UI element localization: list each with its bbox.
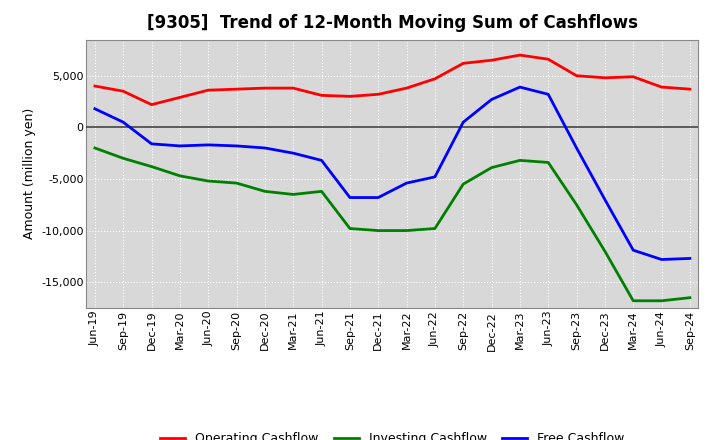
Free Cashflow — [261, 145, 269, 150]
Operating Cashflow — [204, 88, 212, 93]
Operating Cashflow — [374, 92, 382, 97]
Operating Cashflow — [346, 94, 354, 99]
Operating Cashflow — [176, 95, 184, 100]
Free Cashflow — [233, 143, 241, 149]
Operating Cashflow — [91, 84, 99, 89]
Investing Cashflow — [204, 178, 212, 183]
Free Cashflow — [487, 97, 496, 102]
Operating Cashflow — [544, 57, 552, 62]
Operating Cashflow — [261, 85, 269, 91]
Line: Free Cashflow: Free Cashflow — [95, 87, 690, 260]
Investing Cashflow — [346, 226, 354, 231]
Operating Cashflow — [629, 74, 637, 79]
Free Cashflow — [516, 84, 524, 90]
Investing Cashflow — [261, 189, 269, 194]
Free Cashflow — [657, 257, 666, 262]
Investing Cashflow — [233, 180, 241, 186]
Free Cashflow — [544, 92, 552, 97]
Free Cashflow — [289, 150, 297, 156]
Operating Cashflow — [148, 102, 156, 107]
Free Cashflow — [346, 195, 354, 200]
Investing Cashflow — [685, 295, 694, 301]
Line: Investing Cashflow: Investing Cashflow — [95, 148, 690, 301]
Operating Cashflow — [685, 87, 694, 92]
Y-axis label: Amount (million yen): Amount (million yen) — [22, 108, 35, 239]
Investing Cashflow — [431, 226, 439, 231]
Investing Cashflow — [657, 298, 666, 304]
Operating Cashflow — [657, 84, 666, 90]
Free Cashflow — [148, 141, 156, 147]
Free Cashflow — [119, 120, 127, 125]
Free Cashflow — [318, 158, 326, 163]
Investing Cashflow — [289, 192, 297, 197]
Title: [9305]  Trend of 12-Month Moving Sum of Cashflows: [9305] Trend of 12-Month Moving Sum of C… — [147, 15, 638, 33]
Investing Cashflow — [176, 173, 184, 179]
Operating Cashflow — [233, 87, 241, 92]
Free Cashflow — [572, 145, 581, 150]
Operating Cashflow — [459, 61, 467, 66]
Investing Cashflow — [487, 165, 496, 170]
Investing Cashflow — [402, 228, 411, 233]
Investing Cashflow — [629, 298, 637, 304]
Investing Cashflow — [148, 164, 156, 169]
Operating Cashflow — [600, 75, 609, 81]
Investing Cashflow — [600, 249, 609, 254]
Free Cashflow — [629, 248, 637, 253]
Free Cashflow — [600, 197, 609, 202]
Legend: Operating Cashflow, Investing Cashflow, Free Cashflow: Operating Cashflow, Investing Cashflow, … — [156, 427, 629, 440]
Operating Cashflow — [402, 85, 411, 91]
Free Cashflow — [374, 195, 382, 200]
Investing Cashflow — [119, 156, 127, 161]
Free Cashflow — [91, 106, 99, 111]
Investing Cashflow — [318, 189, 326, 194]
Investing Cashflow — [544, 160, 552, 165]
Free Cashflow — [459, 120, 467, 125]
Investing Cashflow — [459, 181, 467, 187]
Operating Cashflow — [119, 88, 127, 94]
Investing Cashflow — [374, 228, 382, 233]
Free Cashflow — [431, 174, 439, 180]
Investing Cashflow — [516, 158, 524, 163]
Investing Cashflow — [572, 202, 581, 207]
Line: Operating Cashflow: Operating Cashflow — [95, 55, 690, 105]
Operating Cashflow — [516, 52, 524, 58]
Free Cashflow — [204, 142, 212, 147]
Free Cashflow — [402, 180, 411, 186]
Operating Cashflow — [572, 73, 581, 78]
Free Cashflow — [685, 256, 694, 261]
Investing Cashflow — [91, 145, 99, 150]
Operating Cashflow — [431, 76, 439, 81]
Operating Cashflow — [318, 93, 326, 98]
Operating Cashflow — [289, 85, 297, 91]
Free Cashflow — [176, 143, 184, 149]
Operating Cashflow — [487, 58, 496, 63]
